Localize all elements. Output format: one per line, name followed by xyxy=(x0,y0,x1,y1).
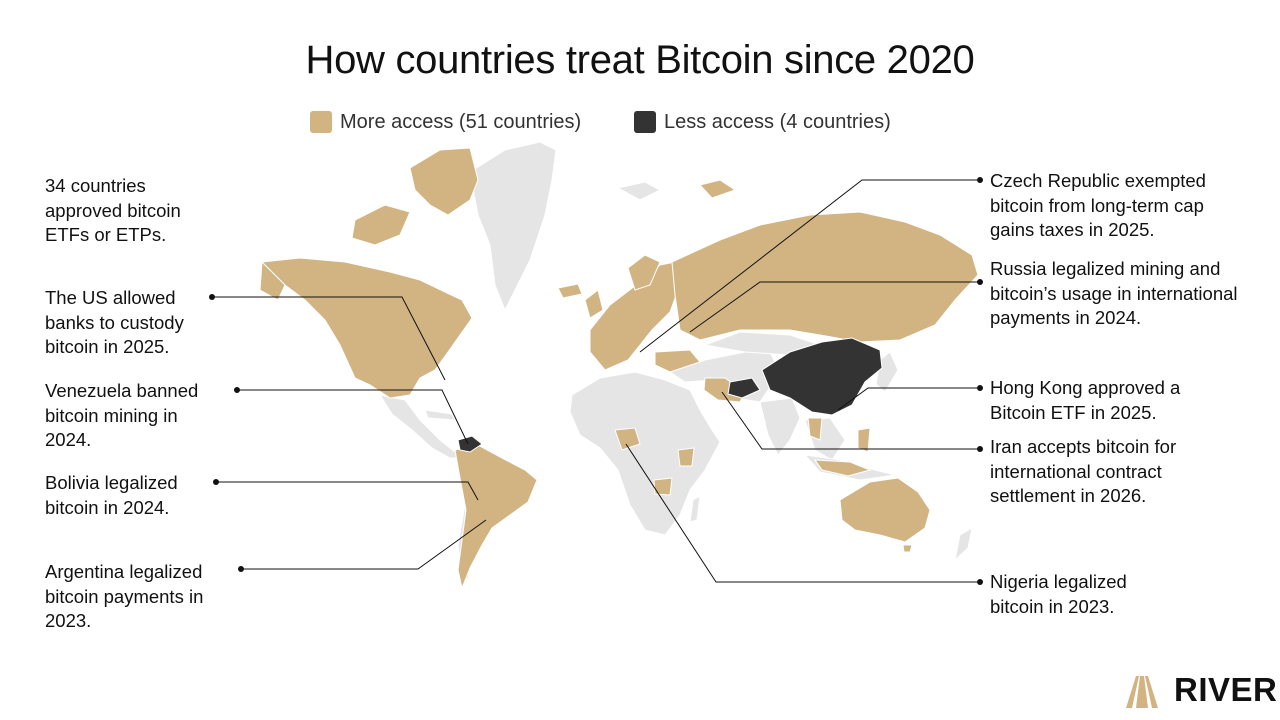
page-title: How countries treat Bitcoin since 2020 xyxy=(305,38,975,82)
land-less-access xyxy=(457,337,883,453)
zambia xyxy=(653,477,673,496)
callout-etf: 34 countries approved bitcoin ETFs or ET… xyxy=(45,175,181,245)
hongkong-dot xyxy=(977,385,983,391)
alaska xyxy=(259,260,286,301)
china xyxy=(761,337,883,416)
iceland xyxy=(557,283,583,299)
land-more-access xyxy=(259,147,979,590)
callout-hongkong: Hong Kong approved a Bitcoin ETF in 2025… xyxy=(990,377,1181,423)
venezuela xyxy=(457,435,483,453)
argentina-line xyxy=(241,519,487,570)
scandinavia xyxy=(627,254,661,291)
callout-lines xyxy=(212,179,980,583)
callout-nigeria: Nigeria legalized bitcoin in 2023. xyxy=(990,571,1127,617)
russia-dot xyxy=(977,279,983,285)
callout-us: The US allowed banks to custody bitcoin … xyxy=(45,287,184,357)
madagascar xyxy=(689,495,701,523)
callout-argentina: Argentina legalized bitcoin payments in … xyxy=(45,561,204,631)
turkey xyxy=(654,349,701,373)
legend: More access (51 countries) Less access (… xyxy=(0,108,1280,136)
south-america xyxy=(454,444,538,590)
iran-line xyxy=(721,391,980,450)
hongkong-line xyxy=(837,387,980,411)
callout-bolivia: Bolivia legalized bitcoin in 2024. xyxy=(45,472,178,518)
south-asia xyxy=(759,397,801,456)
nigeria xyxy=(614,427,641,451)
legend-item-less-access: Less access (4 countries) xyxy=(634,108,891,136)
africa xyxy=(569,371,721,536)
iran-dot xyxy=(977,446,983,452)
callout-venezuela: Venezuela banned bitcoin mining in 2024. xyxy=(45,380,199,450)
legend-swatch-more-access xyxy=(310,111,332,133)
new-zealand xyxy=(954,527,973,562)
bolivia-line xyxy=(216,481,479,501)
caribbean xyxy=(424,409,456,421)
us-line xyxy=(212,296,446,381)
callout-russia: Russia legalized mining and bitcoin’s us… xyxy=(990,258,1238,328)
legend-label-less-access: Less access (4 countries) xyxy=(664,110,891,133)
russia xyxy=(671,211,979,343)
callout-czech: Czech Republic exempted bitcoin from lon… xyxy=(990,170,1206,240)
tasmania xyxy=(902,544,913,553)
czech-dot xyxy=(977,177,983,183)
nigeria-line xyxy=(625,443,980,583)
callout-dots xyxy=(209,177,983,585)
thailand xyxy=(807,417,823,441)
canada-islands xyxy=(351,204,411,246)
greenland xyxy=(469,141,557,312)
legend-item-more-access: More access (51 countries) xyxy=(310,108,581,136)
russia-line xyxy=(689,281,980,333)
venezuela-line xyxy=(237,389,469,445)
uk-ireland xyxy=(584,289,604,319)
legend-swatch-less-access xyxy=(634,111,656,133)
czech-line xyxy=(639,179,980,353)
river-mountain-icon xyxy=(1126,676,1158,708)
philippines xyxy=(857,427,871,453)
canada-arctic xyxy=(409,147,479,216)
north-america xyxy=(260,257,473,399)
australia xyxy=(839,477,931,543)
afghanistan xyxy=(727,377,761,399)
arctic-islands-ru xyxy=(699,179,737,199)
venezuela-dot xyxy=(234,387,240,393)
bolivia-dot xyxy=(213,479,219,485)
legend-label-more-access: More access (51 countries) xyxy=(340,110,582,133)
central-america xyxy=(378,394,464,459)
indonesia-more xyxy=(813,459,872,477)
river-logo: RIVER xyxy=(1122,670,1277,710)
river-logo-text: RIVER xyxy=(1174,671,1278,708)
argentina-dot xyxy=(238,566,244,572)
nigeria-dot xyxy=(977,579,983,585)
kenya xyxy=(677,447,695,467)
us-dot xyxy=(209,294,215,300)
svalbard xyxy=(616,181,662,201)
callout-iran: Iran accepts bitcoin for international c… xyxy=(990,436,1177,506)
